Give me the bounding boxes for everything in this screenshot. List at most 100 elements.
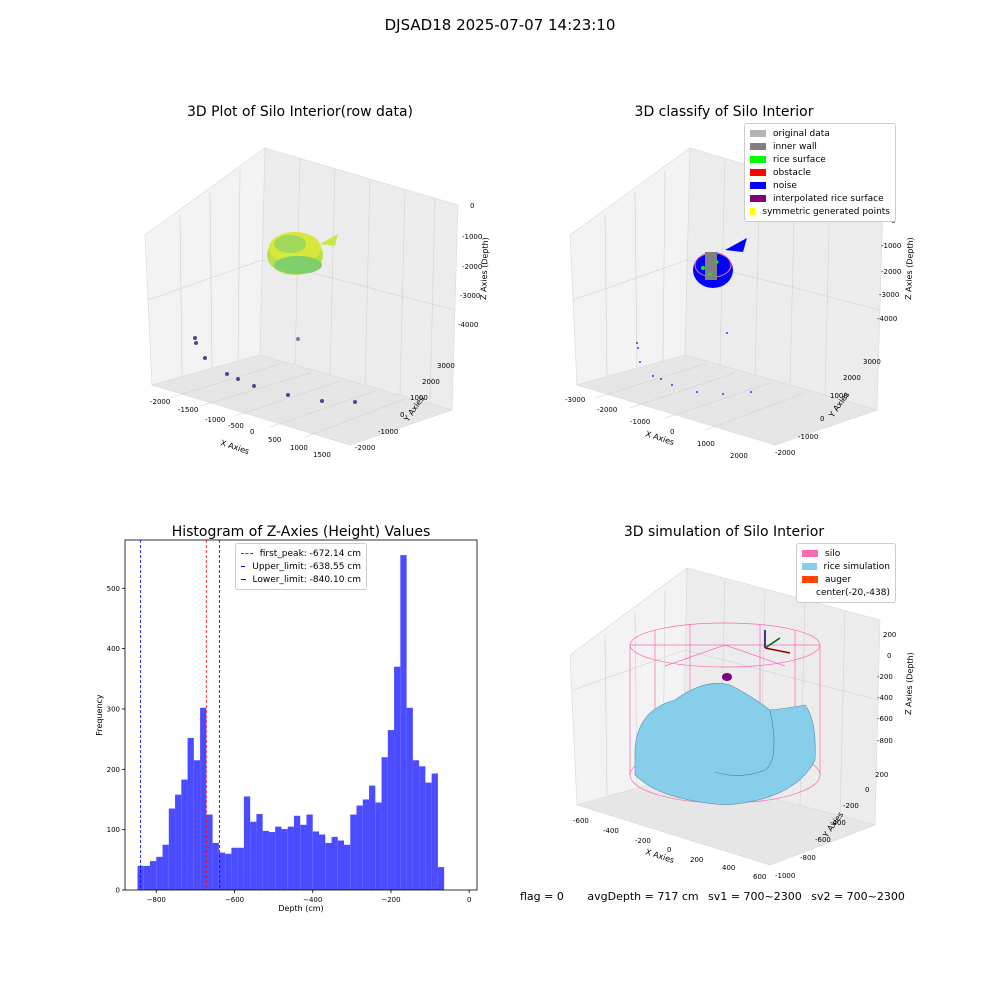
histogram-bar [425, 782, 432, 890]
histogram-bar [400, 555, 407, 890]
x-tick-label: 0 [467, 896, 471, 904]
legend-item-lower-limit: Lower_limit: -840.10 cm [241, 573, 361, 586]
legend-item-first-peak: first_peak: -672.14 cm [241, 547, 361, 560]
legend-item-noise: noise [750, 179, 890, 192]
classify-y-ticks: -2000 -1000 0 1000 2000 3000 [775, 358, 881, 457]
histogram-bar [218, 852, 226, 890]
svg-text:-2000: -2000 [881, 268, 901, 276]
auger-marker [722, 673, 732, 681]
svg-text:-400: -400 [877, 694, 893, 702]
classify-z-label: Z Axies (Depth) [904, 237, 915, 300]
histogram-bar [193, 760, 201, 890]
y-tick-label: 400 [107, 645, 120, 653]
svg-text:0: 0 [820, 415, 824, 423]
svg-text:0: 0 [470, 202, 474, 210]
svg-text:-600: -600 [815, 836, 831, 844]
sv2-value: sv2 = 700~2300 [811, 890, 905, 903]
histogram-bar [212, 842, 219, 890]
raw-y-ticks: -2000 -1000 0 1000 2000 3000 [355, 362, 455, 452]
legend-line [241, 579, 246, 580]
y-tick-label: 100 [107, 826, 120, 834]
svg-text:-1000: -1000 [462, 233, 482, 241]
legend-item-rice-surface: rice surface [750, 153, 890, 166]
svg-text:0: 0 [667, 846, 671, 854]
flag-value: flag = 0 [520, 890, 564, 903]
legend-item-center: center(-20,-438) [816, 587, 890, 598]
histogram-bar [300, 824, 307, 890]
legend-item-interpolated: interpolated rice surface [750, 192, 890, 205]
histogram-bar [387, 730, 395, 890]
histogram-bar [225, 853, 232, 890]
svg-text:-1000: -1000 [881, 242, 901, 250]
svg-text:-200: -200 [843, 802, 859, 810]
legend-swatch [750, 208, 756, 215]
simulation-plot-title: 3D simulation of Silo Interior [623, 524, 825, 540]
svg-text:-2000: -2000 [597, 406, 617, 414]
legend-swatch [750, 182, 766, 189]
histogram-bar [362, 799, 370, 890]
svg-text:-400: -400 [830, 819, 846, 827]
histogram-bar [431, 773, 438, 890]
y-tick-label: 0 [116, 887, 120, 895]
svg-text:-1000: -1000 [205, 416, 225, 424]
svg-text:2000: 2000 [422, 378, 440, 386]
svg-text:1000: 1000 [697, 440, 715, 448]
histogram-bar [325, 842, 332, 890]
histogram-bar [231, 847, 238, 890]
x-tick-label: −400 [303, 896, 322, 904]
svg-text:0: 0 [400, 411, 404, 419]
raw-z-label: Z Axies (Depth) [479, 237, 490, 300]
svg-text:-200: -200 [635, 837, 651, 845]
histogram-bar [306, 814, 313, 890]
y-tick-label: 500 [107, 585, 120, 593]
histogram-bar [287, 826, 294, 890]
svg-text:0: 0 [887, 652, 891, 660]
sim-z-label: Z Axies (Depth) [904, 652, 915, 715]
svg-text:200: 200 [690, 856, 703, 864]
svg-text:-2000: -2000 [462, 263, 482, 271]
classify-legend: original data inner wall rice surface ob… [744, 123, 896, 222]
svg-text:3000: 3000 [437, 362, 455, 370]
svg-text:400: 400 [722, 864, 735, 872]
svg-text:2000: 2000 [730, 452, 748, 460]
histogram-bar [337, 840, 345, 890]
histogram-bar [206, 814, 213, 890]
svg-text:-3000: -3000 [879, 291, 899, 299]
histogram-bar [318, 834, 326, 890]
legend-swatch [750, 195, 766, 202]
svg-text:1000: 1000 [830, 392, 848, 400]
svg-text:-200: -200 [877, 673, 893, 681]
legend-item-upper-limit: Upper_limit: -638.55 cm [241, 560, 361, 573]
histogram-bar [156, 856, 163, 890]
y-tick-label: 200 [107, 766, 120, 774]
histogram-chart: −800 −600 −400 −200 0 0 100 200 300 400 500 Depth… [95, 539, 478, 913]
histogram-bar [412, 760, 420, 890]
x-tick-label: −200 [381, 896, 400, 904]
svg-text:0: 0 [250, 428, 254, 436]
svg-text:0: 0 [670, 428, 674, 436]
svg-text:-1000: -1000 [798, 433, 818, 441]
histogram-bar [406, 707, 413, 890]
histogram-bar [237, 847, 244, 890]
classify-pane-left [569, 147, 691, 386]
legend-item-rice-simulation: rice simulation [802, 560, 890, 573]
legend-swatch [802, 550, 818, 557]
svg-text:-3000: -3000 [460, 292, 480, 300]
svg-text:-4000: -4000 [458, 321, 478, 329]
legend-swatch [750, 156, 766, 163]
classify-points [636, 238, 752, 395]
svg-text:200: 200 [875, 771, 888, 779]
histogram-bar [356, 805, 363, 890]
histogram-x-label: Depth (cm) [278, 904, 323, 913]
histogram-bar [243, 796, 251, 890]
svg-text:1500: 1500 [313, 451, 331, 459]
simulation-3d-plot: -600 -400 -200 0 200 400 600 X Axies 200… [569, 567, 915, 880]
histogram-bar [162, 844, 169, 890]
histogram-bar [369, 785, 376, 890]
svg-text:-2000: -2000 [355, 444, 375, 452]
svg-text:-800: -800 [877, 737, 893, 745]
histogram-bar [187, 737, 194, 890]
raw-outlier-points [193, 336, 357, 404]
raw-grid [147, 157, 456, 438]
svg-text:-4000: -4000 [877, 315, 897, 323]
